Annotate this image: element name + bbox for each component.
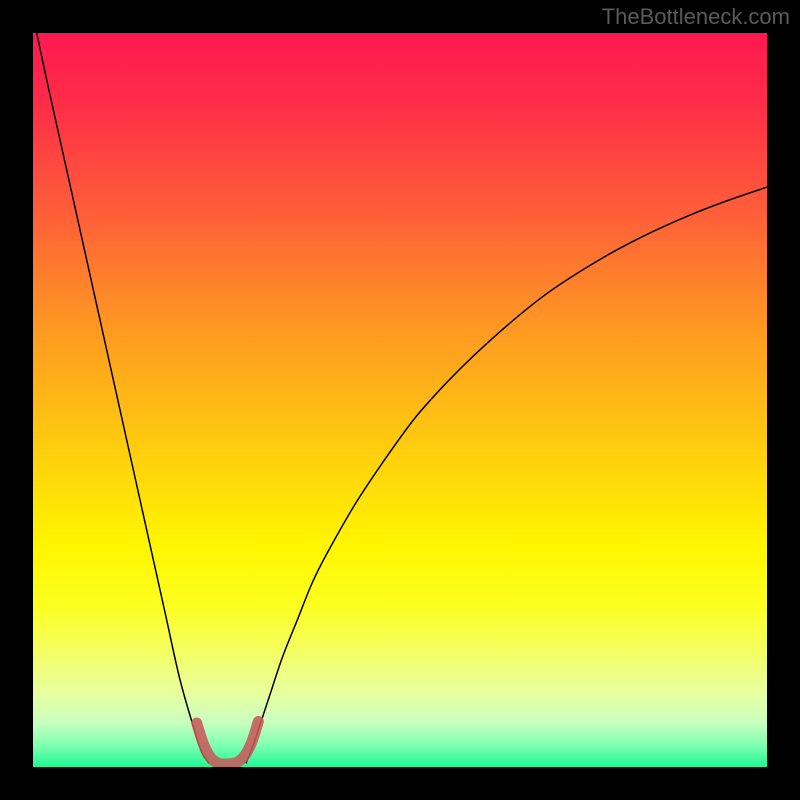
- plot-area: [33, 33, 767, 767]
- watermark-text: TheBottleneck.com: [602, 4, 790, 30]
- chart-svg: [33, 33, 767, 767]
- chart-container: TheBottleneck.com: [0, 0, 800, 800]
